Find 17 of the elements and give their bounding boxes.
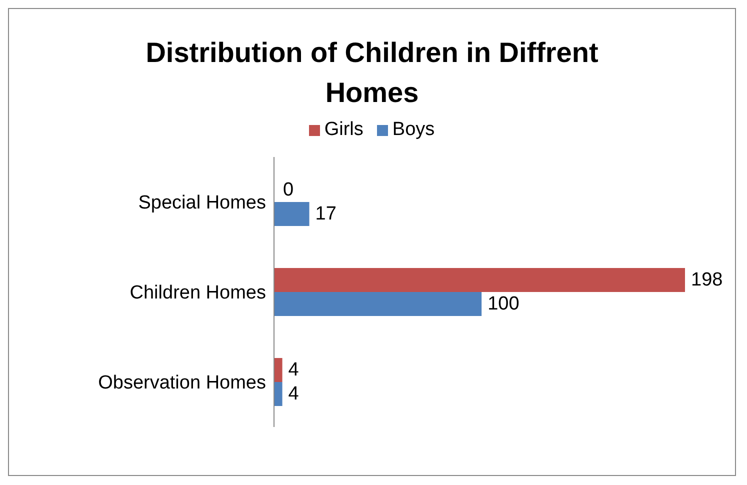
y-tick-label: Children Homes: [130, 282, 266, 304]
y-tick-label: Special Homes: [138, 192, 266, 214]
chart-title: Distribution of Children in Diffrent Homes: [144, 36, 600, 110]
data-label: 0: [283, 180, 294, 200]
data-label: 17: [315, 204, 336, 224]
legend-label: Girls: [323, 119, 364, 141]
bar: [274, 382, 282, 406]
data-label: 4: [288, 384, 300, 404]
bar: [274, 358, 282, 382]
legend-label: Boys: [391, 119, 435, 141]
data-label: 4: [288, 360, 300, 380]
data-label: 100: [488, 294, 520, 314]
bar: [274, 292, 482, 316]
bar: [274, 202, 310, 226]
y-tick-label: Observation Homes: [98, 372, 266, 394]
bar: [274, 268, 685, 292]
data-label: 198: [691, 270, 723, 290]
